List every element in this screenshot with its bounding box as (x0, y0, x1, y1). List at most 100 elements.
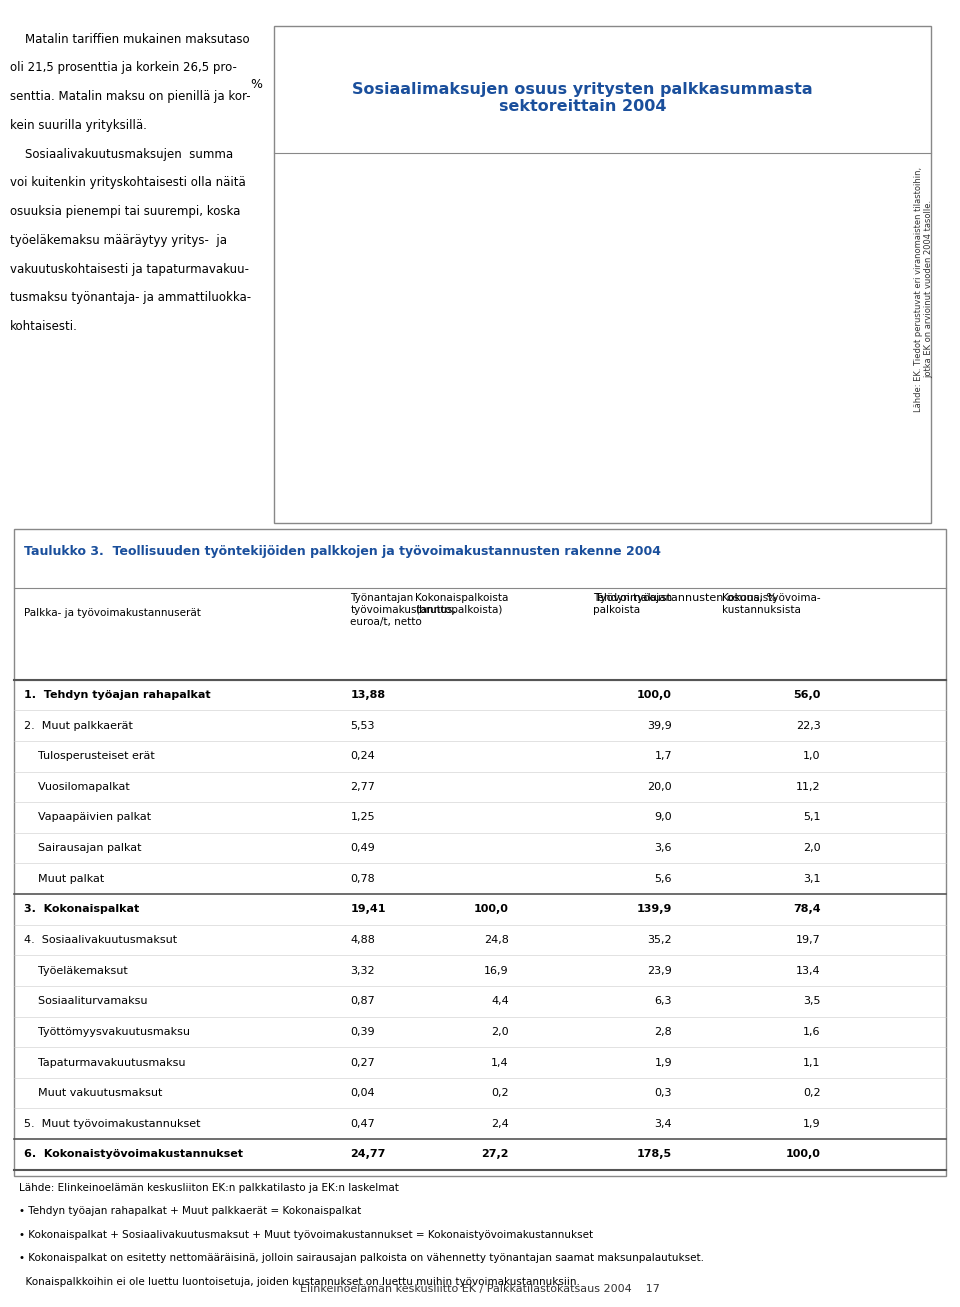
Text: • Kokonaispalkat + Sosiaalivakuutusmaksut + Muut työvoimakustannukset = Kokonais: • Kokonaispalkat + Sosiaalivakuutusmaksu… (19, 1230, 593, 1240)
Text: Muut vakuutusmaksut: Muut vakuutusmaksut (24, 1089, 162, 1098)
Text: 178,5: 178,5 (636, 1149, 672, 1159)
Text: oli 21,5 prosenttia ja korkein 26,5 pro-: oli 21,5 prosenttia ja korkein 26,5 pro- (10, 61, 236, 74)
Bar (641, 237, 704, 412)
Text: 2,77: 2,77 (350, 782, 375, 792)
Text: 2,0: 2,0 (804, 843, 821, 853)
Bar (516, 165, 578, 176)
Text: 1,4: 1,4 (492, 1057, 509, 1068)
Legend: Tapaturma, Työttömyys, Sosiaaliturva, Työeläke: Tapaturma, Työttömyys, Sosiaaliturva, Ty… (459, 439, 693, 482)
Text: voi kuitenkin yrityskohtaisesti olla näitä: voi kuitenkin yrityskohtaisesti olla näi… (10, 176, 246, 190)
Text: %: % (251, 78, 262, 91)
Text: 0,47: 0,47 (350, 1119, 375, 1129)
Text: 100,0: 100,0 (637, 690, 672, 701)
Text: 23,9: 23,9 (647, 966, 672, 975)
Text: vakuutuskohtaisesti ja tapaturmavakuu-: vakuutuskohtaisesti ja tapaturmavakuu- (10, 263, 249, 276)
Text: Työttömyysvakuutusmaksu: Työttömyysvakuutusmaksu (24, 1027, 190, 1036)
Text: 2,4: 2,4 (492, 1119, 509, 1129)
Text: osuuksia pienempi tai suurempi, koska: osuuksia pienempi tai suurempi, koska (10, 205, 240, 218)
Text: 35,2: 35,2 (647, 935, 672, 945)
Bar (390, 205, 452, 246)
Text: 27,2: 27,2 (481, 1149, 509, 1159)
Text: 39,9: 39,9 (647, 720, 672, 731)
Text: kohtaisesti.: kohtaisesti. (10, 320, 78, 333)
Text: työeläkemaksu määräytyy yritys-  ja: työeläkemaksu määräytyy yritys- ja (10, 234, 227, 247)
Text: 24,77: 24,77 (350, 1149, 386, 1159)
Text: 1.  Tehdyn työajan rahapalkat: 1. Tehdyn työajan rahapalkat (24, 690, 210, 701)
Text: 1,7: 1,7 (655, 752, 672, 761)
Text: Elinkeinoelämän keskusliitto EK / Palkkatilastokatsaus 2004    17: Elinkeinoelämän keskusliitto EK / Palkka… (300, 1283, 660, 1294)
Text: 0,3: 0,3 (655, 1089, 672, 1098)
Text: 13,88: 13,88 (350, 690, 386, 701)
Text: 22,3: 22,3 (796, 720, 821, 731)
Bar (390, 246, 452, 412)
Bar (390, 188, 452, 205)
Text: 5,53: 5,53 (350, 720, 375, 731)
Text: 6.  Kokonaistyövoimakustannukset: 6. Kokonaistyövoimakustannukset (24, 1149, 243, 1159)
Text: Sosiaaliturvamaksu: Sosiaaliturvamaksu (24, 996, 148, 1006)
Text: 4.  Sosiaalivakuutusmaksut: 4. Sosiaalivakuutusmaksut (24, 935, 178, 945)
Bar (641, 192, 704, 199)
Bar (767, 183, 829, 199)
Text: 3,1: 3,1 (804, 874, 821, 884)
Text: Sairausajan palkat: Sairausajan palkat (24, 843, 141, 853)
Text: 3,4: 3,4 (655, 1119, 672, 1129)
Text: 0,04: 0,04 (350, 1089, 375, 1098)
Text: Työvoimakustannusten osuus, %: Työvoimakustannusten osuus, % (595, 593, 778, 604)
Text: senttia. Matalin maksu on pienillä ja kor-: senttia. Matalin maksu on pienillä ja ko… (10, 90, 251, 103)
Text: 139,9: 139,9 (636, 904, 672, 915)
Text: Muut palkat: Muut palkat (24, 874, 105, 884)
Text: kein suurilla yrityksillä.: kein suurilla yrityksillä. (10, 119, 147, 132)
Text: 100,0: 100,0 (474, 904, 509, 915)
Text: 19,7: 19,7 (796, 935, 821, 945)
Bar (516, 242, 578, 412)
Text: 11,2: 11,2 (796, 782, 821, 792)
Text: 5,1: 5,1 (804, 813, 821, 822)
Text: 0,78: 0,78 (350, 874, 375, 884)
Bar (641, 199, 704, 237)
Text: 1,0: 1,0 (804, 752, 821, 761)
Text: Työeläkemaksut: Työeläkemaksut (24, 966, 128, 975)
Text: Tapaturmavakuutusmaksu: Tapaturmavakuutusmaksu (24, 1057, 185, 1068)
Text: 3,5: 3,5 (804, 996, 821, 1006)
Text: 56,0: 56,0 (793, 690, 821, 701)
Text: 2,8: 2,8 (655, 1027, 672, 1036)
Text: 6,3: 6,3 (655, 996, 672, 1006)
Text: 0,2: 0,2 (492, 1089, 509, 1098)
Text: 1,9: 1,9 (655, 1057, 672, 1068)
Text: 1,6: 1,6 (804, 1027, 821, 1036)
Text: 0,49: 0,49 (350, 843, 375, 853)
Text: 5,6: 5,6 (655, 874, 672, 884)
Text: 13,4: 13,4 (796, 966, 821, 975)
Text: • Tehdyn työajan rahapalkat + Muut palkkaerät = Kokonaispalkat: • Tehdyn työajan rahapalkat + Muut palkk… (19, 1206, 362, 1217)
Text: Lähde: EK. Tiedot perustuvat eri viranomaisten tilastoihin,
jotka EK on arvioinu: Lähde: EK. Tiedot perustuvat eri viranom… (914, 166, 933, 412)
Text: 1,1: 1,1 (804, 1057, 821, 1068)
Text: 3,6: 3,6 (655, 843, 672, 853)
Text: 20,0: 20,0 (647, 782, 672, 792)
Bar (516, 196, 578, 242)
Text: 1,25: 1,25 (350, 813, 375, 822)
Bar (767, 199, 829, 205)
Bar (516, 176, 578, 196)
Text: 0,87: 0,87 (350, 996, 375, 1006)
Text: 3,32: 3,32 (350, 966, 375, 975)
Text: Vuosilomapalkat: Vuosilomapalkat (24, 782, 130, 792)
Text: 2.  Muut palkkaerät: 2. Muut palkkaerät (24, 720, 132, 731)
Text: Kokonaistyövoima-
kustannuksista: Kokonaistyövoima- kustannuksista (722, 593, 821, 616)
Text: 9,0: 9,0 (655, 813, 672, 822)
Text: tusmaksu työnantaja- ja ammattiluokka-: tusmaksu työnantaja- ja ammattiluokka- (10, 291, 251, 305)
Text: 1,9: 1,9 (804, 1119, 821, 1129)
Text: 0,24: 0,24 (350, 752, 375, 761)
Text: 19,41: 19,41 (350, 904, 386, 915)
Text: 78,4: 78,4 (793, 904, 821, 915)
Bar (767, 247, 829, 412)
Text: Työnantajan
työvoimakustannus,
euroa/t, netto: Työnantajan työvoimakustannus, euroa/t, … (350, 593, 456, 626)
Text: Taulukko 3.  Teollisuuden työntekijöiden palkkojen ja työvoimakustannusten raken: Taulukko 3. Teollisuuden työntekijöiden … (24, 545, 661, 558)
Text: Kokonaispalkoista
(bruttopalkoista): Kokonaispalkoista (bruttopalkoista) (416, 593, 509, 616)
Text: 4,88: 4,88 (350, 935, 375, 945)
Text: Konaispalkkoihin ei ole luettu luontoisetuja, joiden kustannukset on luettu muih: Konaispalkkoihin ei ole luettu luontoise… (19, 1277, 580, 1287)
Text: 0,39: 0,39 (350, 1027, 375, 1036)
Text: Tehdyn työajan
palkoista: Tehdyn työajan palkoista (593, 593, 672, 616)
Text: 2,0: 2,0 (492, 1027, 509, 1036)
Text: 16,9: 16,9 (484, 966, 509, 975)
Text: 4,4: 4,4 (492, 996, 509, 1006)
